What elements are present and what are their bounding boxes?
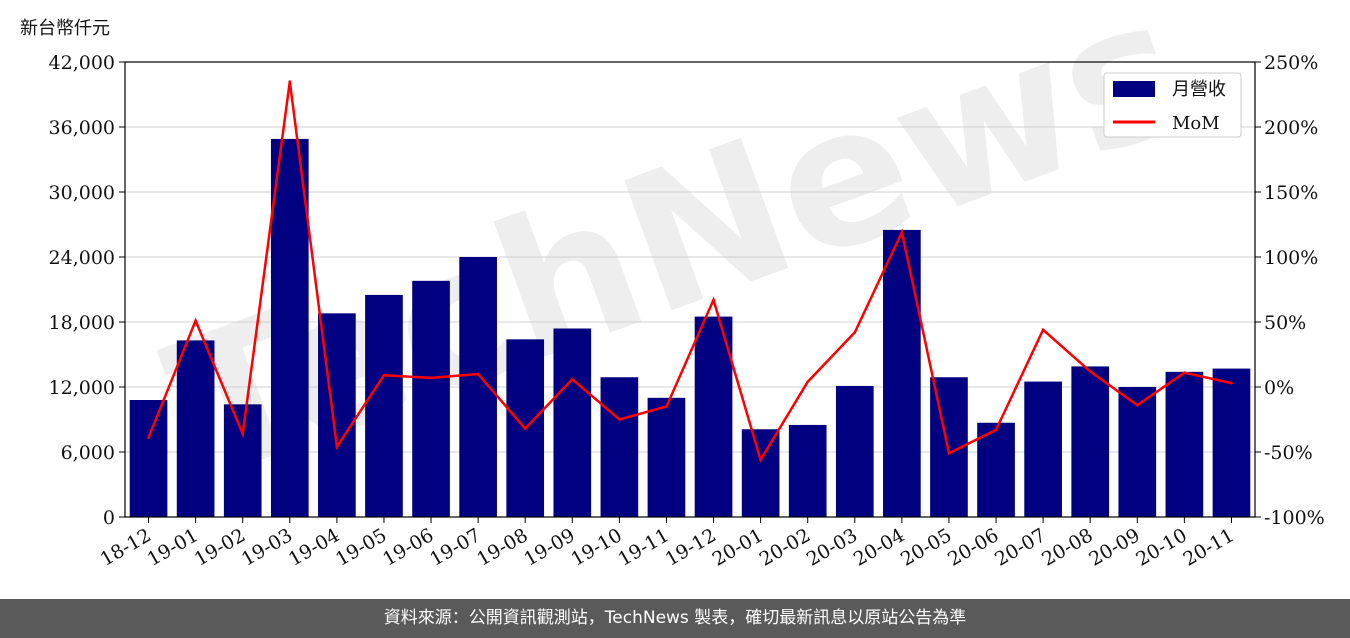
- bar: [1118, 387, 1157, 517]
- legend-swatch-bar: [1113, 81, 1155, 97]
- left-tick-label: 30,000: [49, 182, 115, 204]
- x-tick-label: 20-07: [991, 524, 1049, 570]
- mom-point: [900, 231, 904, 234]
- x-tick-label: 19-12: [662, 524, 720, 570]
- mom-point: [429, 376, 433, 380]
- bar: [883, 229, 921, 517]
- x-tick-label: 20-10: [1132, 524, 1190, 570]
- right-tick-label: 150%: [1264, 182, 1318, 204]
- x-tick-label: 19-03: [238, 524, 296, 570]
- bar: [835, 385, 874, 517]
- legend-label-mom: MoM: [1172, 113, 1220, 134]
- x-tick-label: 20-04: [850, 524, 908, 570]
- left-tick-label: 36,000: [49, 117, 115, 139]
- plot-frame: [124, 61, 1256, 518]
- mom-point: [947, 452, 951, 455]
- x-tick-label: 19-02: [191, 524, 249, 570]
- bar: [129, 400, 168, 517]
- left-tick-label: 12,000: [49, 377, 115, 399]
- legend-label-revenue: 月營收: [1172, 79, 1226, 100]
- mom-point: [476, 372, 480, 376]
- bar: [1165, 371, 1204, 517]
- x-tick-label: 20-01: [709, 524, 767, 570]
- x-tick-label: 19-11: [615, 524, 673, 570]
- bar: [270, 138, 309, 517]
- x-tick-label: 20-09: [1085, 524, 1143, 570]
- revenue-chart: TechNews 06,00012,00018,00024,00030,0003…: [49, 0, 1325, 571]
- mom-point: [523, 427, 527, 430]
- bar: [412, 280, 450, 517]
- x-tick-label: 19-06: [379, 524, 437, 570]
- x-tick-label: 19-01: [144, 524, 202, 570]
- x-tick-label: 19-09: [520, 524, 578, 570]
- x-tick-label: 19-07: [426, 524, 484, 570]
- mom-point: [806, 380, 810, 384]
- mom-point: [241, 432, 245, 436]
- mom-point: [335, 445, 339, 449]
- mom-point: [1135, 403, 1139, 407]
- bar: [788, 424, 827, 517]
- left-tick-label: 6,000: [61, 442, 115, 464]
- bar: [694, 316, 733, 517]
- x-tick-label: 19-05: [332, 524, 390, 570]
- mom-point: [288, 80, 292, 83]
- bar: [176, 340, 215, 517]
- x-tick-label: 20-11: [1180, 524, 1238, 570]
- right-tick-label: 250%: [1264, 52, 1318, 74]
- bar: [223, 404, 262, 517]
- right-tick-label: 200%: [1264, 117, 1318, 139]
- bar: [977, 422, 1015, 517]
- left-tick-label: 42,000: [49, 52, 115, 74]
- bar: [1024, 381, 1062, 517]
- right-tick-label: -50%: [1264, 442, 1313, 464]
- right-tick-label: 50%: [1264, 312, 1306, 334]
- bar: [553, 328, 592, 517]
- right-tick-label: 0%: [1264, 377, 1294, 399]
- bar: [600, 377, 639, 517]
- mom-point: [618, 418, 621, 421]
- mom-point: [759, 458, 762, 462]
- bar: [1071, 366, 1110, 517]
- source-footer: 資料來源：公開資訊觀測站，TechNews 製表，確切最新訊息以原站公告為準: [0, 599, 1350, 638]
- bar: [647, 397, 686, 517]
- bar: [365, 294, 403, 517]
- x-tick-label: 19-08: [473, 524, 531, 570]
- mom-point: [665, 405, 668, 408]
- x-tick-label: 19-10: [567, 524, 625, 570]
- left-tick-label: 24,000: [49, 247, 115, 269]
- mom-point: [1088, 370, 1092, 373]
- x-tick-label: 20-02: [756, 524, 814, 570]
- y-axis-unit-label: 新台幣仟元: [20, 18, 110, 39]
- mom-point: [1041, 328, 1045, 332]
- mom-point: [994, 428, 998, 432]
- bar: [1212, 368, 1251, 517]
- x-tick-label: 18-12: [97, 524, 155, 570]
- mom-line: [147, 81, 1232, 463]
- mom-point: [1230, 381, 1233, 385]
- mom-point: [570, 377, 574, 381]
- x-tick-label: 20-03: [803, 524, 861, 570]
- right-tick-label: -100%: [1264, 507, 1325, 529]
- left-tick-label: 18,000: [49, 312, 115, 334]
- bar: [459, 257, 497, 517]
- x-tick-label: 20-05: [897, 524, 955, 570]
- left-tick-label: 0: [103, 507, 115, 529]
- mom-point: [147, 436, 150, 440]
- mom-point: [712, 298, 715, 302]
- mom-point: [1183, 371, 1186, 375]
- mom-point: [194, 319, 197, 323]
- x-tick-label: 20-08: [1038, 524, 1096, 570]
- mom-point: [382, 374, 386, 377]
- right-tick-label: 100%: [1264, 247, 1318, 269]
- mom-point: [853, 331, 857, 334]
- bar: [741, 429, 780, 517]
- legend: 月營收 MoM: [1103, 72, 1242, 138]
- x-tick-label: 20-06: [944, 524, 1002, 570]
- x-tick-label: 19-04: [285, 524, 343, 570]
